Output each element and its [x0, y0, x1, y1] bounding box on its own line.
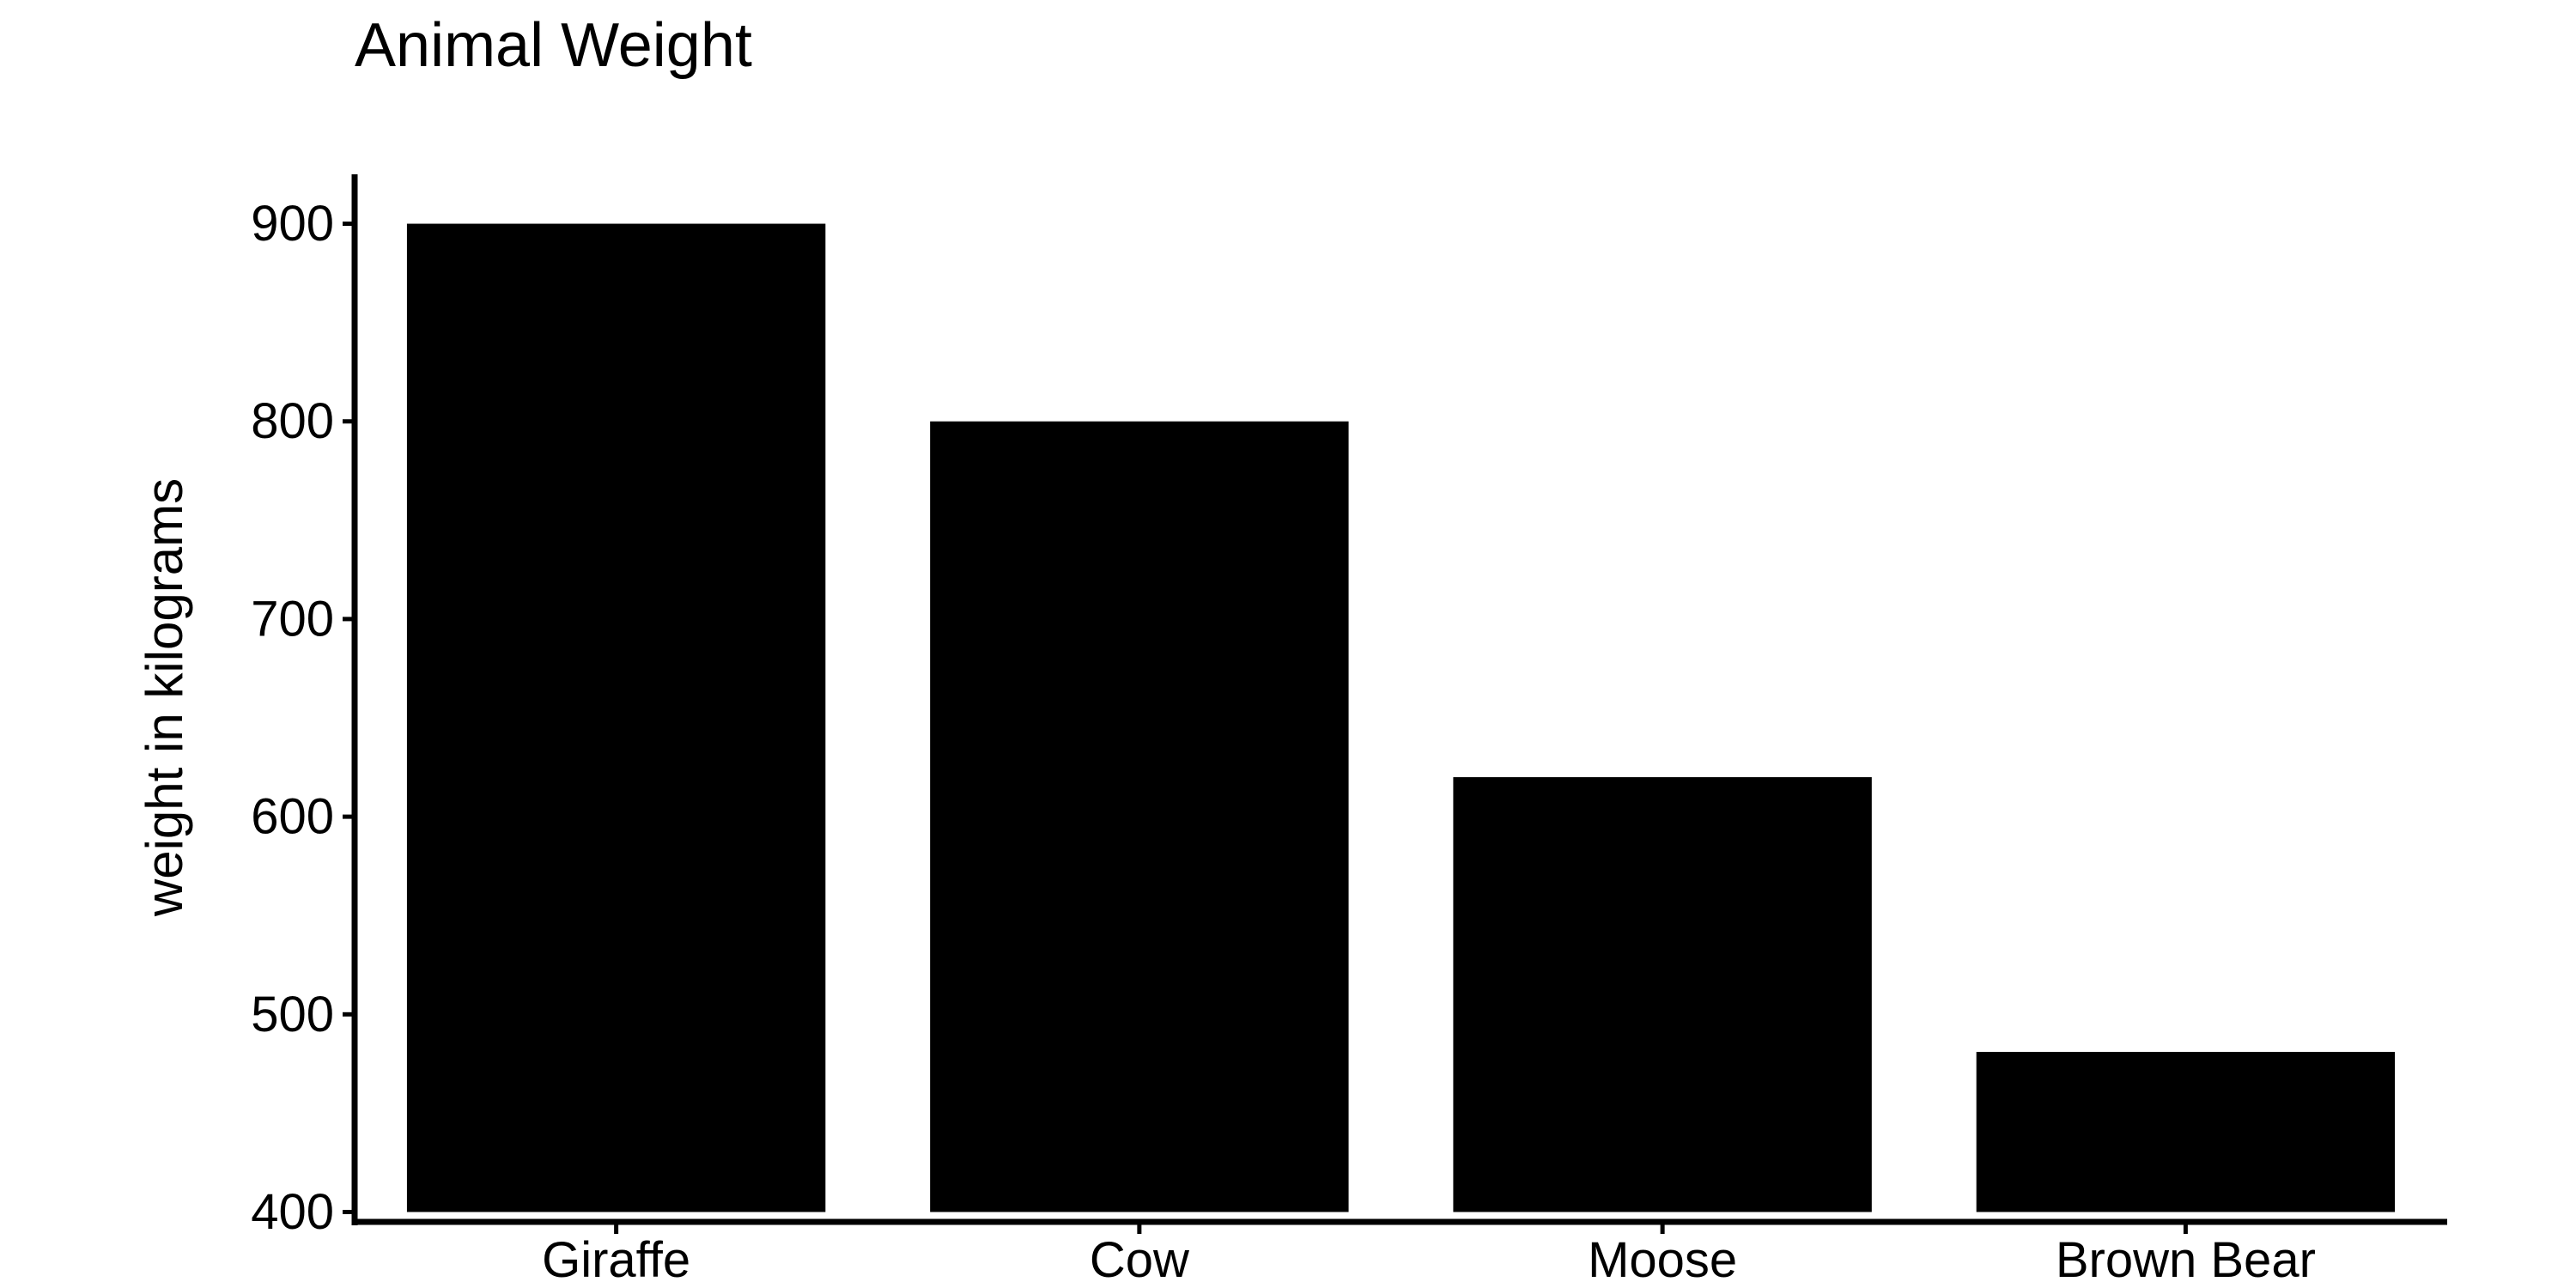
y-tick-label: 700 — [251, 591, 334, 647]
y-axis-ticks: 400 500 600 700 800 900 — [251, 196, 355, 1240]
x-tick-label-brown-bear: Brown Bear — [2056, 1232, 2316, 1288]
bar-moose — [1453, 777, 1872, 1212]
y-tick-label: 600 — [251, 789, 334, 845]
y-tick-label: 800 — [251, 393, 334, 449]
x-axis-ticks: Giraffe Cow Moose Brown Bear — [542, 1222, 2316, 1288]
x-tick-label-moose: Moose — [1588, 1232, 1737, 1288]
y-axis-title: weight in kilograms — [136, 478, 193, 917]
y-tick-label: 400 — [251, 1184, 334, 1240]
bar-brown-bear — [1976, 1052, 2396, 1212]
y-tick-label: 900 — [251, 196, 334, 252]
bar-giraffe — [406, 223, 826, 1212]
bar-cow — [930, 421, 1349, 1212]
bars-group — [406, 223, 2396, 1212]
x-tick-label-cow: Cow — [1090, 1232, 1190, 1288]
x-tick-label-giraffe: Giraffe — [542, 1232, 690, 1288]
y-tick-label: 500 — [251, 987, 334, 1042]
chart-title: Animal Weight — [355, 11, 752, 80]
